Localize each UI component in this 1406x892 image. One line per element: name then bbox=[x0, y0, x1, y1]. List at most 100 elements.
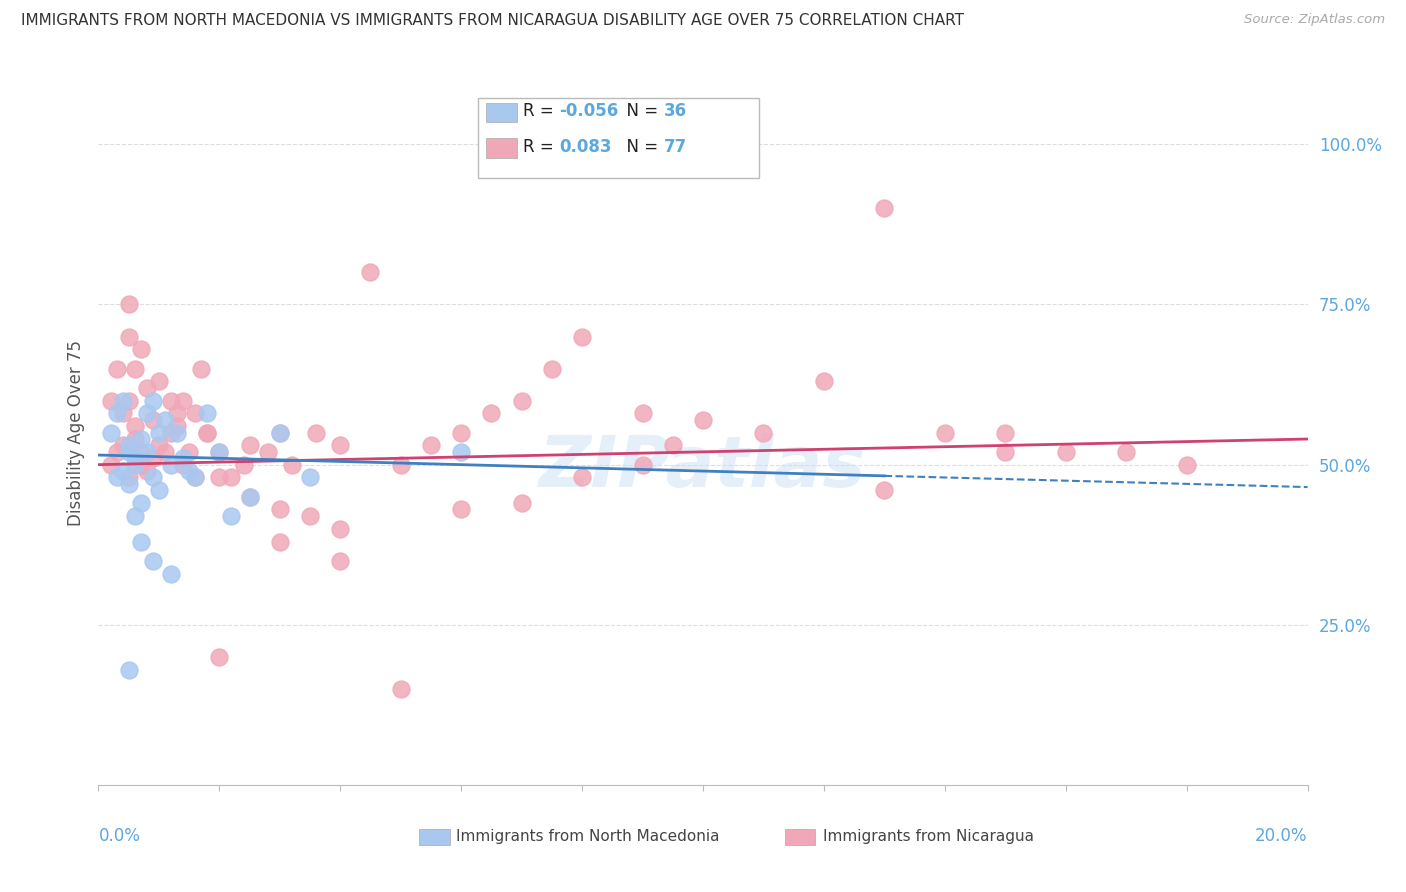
Point bbox=[510, 496, 533, 510]
Point bbox=[934, 425, 956, 440]
Point bbox=[813, 375, 835, 389]
Text: 36: 36 bbox=[664, 103, 686, 120]
Y-axis label: Disability Age Over 75: Disability Age Over 75 bbox=[66, 340, 84, 525]
Point bbox=[118, 438, 141, 452]
Point bbox=[184, 406, 207, 420]
Point bbox=[1054, 445, 1077, 459]
Point bbox=[153, 445, 176, 459]
Text: 0.083: 0.083 bbox=[560, 138, 612, 156]
Text: Immigrants from Nicaragua: Immigrants from Nicaragua bbox=[823, 830, 1033, 844]
Point bbox=[124, 451, 146, 466]
Point bbox=[118, 445, 141, 459]
Point bbox=[172, 451, 194, 466]
Text: IMMIGRANTS FROM NORTH MACEDONIA VS IMMIGRANTS FROM NICARAGUA DISABILITY AGE OVER: IMMIGRANTS FROM NORTH MACEDONIA VS IMMIG… bbox=[21, 13, 965, 29]
Point bbox=[166, 425, 188, 440]
Point bbox=[195, 425, 218, 440]
Text: 77: 77 bbox=[664, 138, 688, 156]
Text: R =: R = bbox=[523, 103, 560, 120]
Point bbox=[256, 445, 278, 459]
Point bbox=[195, 406, 218, 420]
Point bbox=[105, 470, 128, 484]
Point bbox=[420, 438, 443, 452]
Point bbox=[148, 438, 170, 452]
Point bbox=[105, 445, 128, 459]
Point bbox=[692, 413, 714, 427]
Point bbox=[124, 508, 146, 523]
Point bbox=[135, 381, 157, 395]
Text: 20.0%: 20.0% bbox=[1256, 827, 1308, 846]
Point bbox=[105, 406, 128, 420]
Point bbox=[329, 554, 352, 568]
Text: Source: ZipAtlas.com: Source: ZipAtlas.com bbox=[1244, 13, 1385, 27]
Point bbox=[142, 470, 165, 484]
Point bbox=[160, 566, 183, 581]
Point bbox=[239, 490, 262, 504]
Point bbox=[111, 464, 134, 478]
Point bbox=[873, 202, 896, 216]
Point bbox=[142, 393, 165, 408]
Point bbox=[221, 470, 243, 484]
Point bbox=[166, 406, 188, 420]
Point bbox=[450, 502, 472, 516]
Point bbox=[111, 406, 134, 420]
Point bbox=[269, 425, 291, 440]
Point bbox=[129, 496, 152, 510]
Point bbox=[571, 470, 593, 484]
Point bbox=[179, 445, 201, 459]
Point bbox=[160, 393, 183, 408]
Point bbox=[160, 458, 183, 472]
Point bbox=[118, 663, 141, 677]
Point bbox=[1175, 458, 1198, 472]
Point bbox=[389, 458, 412, 472]
Text: 0.0%: 0.0% bbox=[98, 827, 141, 846]
Point bbox=[221, 508, 243, 523]
Point bbox=[873, 483, 896, 498]
Point bbox=[135, 464, 157, 478]
Point bbox=[111, 393, 134, 408]
Point bbox=[118, 297, 141, 311]
Point bbox=[631, 406, 654, 420]
Point bbox=[118, 393, 141, 408]
Point bbox=[239, 438, 262, 452]
Point bbox=[148, 375, 170, 389]
Text: N =: N = bbox=[616, 138, 664, 156]
Point bbox=[172, 458, 194, 472]
Point bbox=[129, 458, 152, 472]
Point bbox=[571, 329, 593, 343]
Point bbox=[135, 445, 157, 459]
Point bbox=[281, 458, 304, 472]
Point bbox=[299, 508, 322, 523]
Point bbox=[208, 445, 231, 459]
Text: -0.056: -0.056 bbox=[560, 103, 619, 120]
Point bbox=[124, 432, 146, 446]
Point bbox=[148, 483, 170, 498]
Point bbox=[450, 425, 472, 440]
Point bbox=[118, 329, 141, 343]
Point bbox=[142, 451, 165, 466]
Point bbox=[118, 470, 141, 484]
Point bbox=[450, 445, 472, 459]
Point bbox=[179, 464, 201, 478]
Point bbox=[208, 445, 231, 459]
Point bbox=[510, 393, 533, 408]
Point bbox=[481, 406, 503, 420]
Point bbox=[752, 425, 775, 440]
Point bbox=[118, 476, 141, 491]
Point bbox=[100, 393, 122, 408]
Point bbox=[540, 361, 562, 376]
Point bbox=[124, 458, 146, 472]
Point bbox=[124, 361, 146, 376]
Point bbox=[994, 425, 1017, 440]
Point bbox=[661, 438, 683, 452]
Point bbox=[1115, 445, 1137, 459]
Point bbox=[135, 406, 157, 420]
Point bbox=[631, 458, 654, 472]
Point bbox=[208, 649, 231, 664]
Point bbox=[129, 432, 152, 446]
Point bbox=[269, 534, 291, 549]
Point bbox=[190, 361, 212, 376]
Text: Immigrants from North Macedonia: Immigrants from North Macedonia bbox=[456, 830, 718, 844]
Point bbox=[329, 522, 352, 536]
Text: R =: R = bbox=[523, 138, 564, 156]
Point bbox=[239, 490, 262, 504]
